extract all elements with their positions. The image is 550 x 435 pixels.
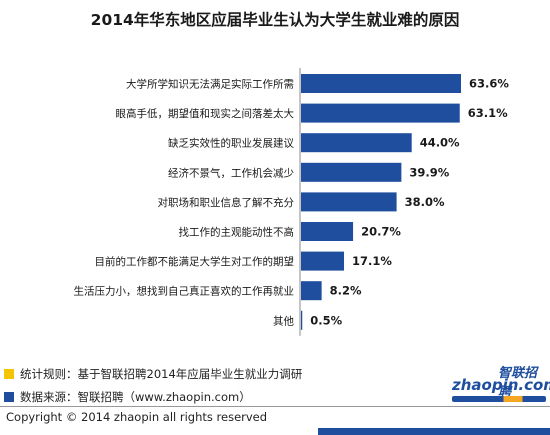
category-label-2: 眼高手低，期望值和现实之间落差太大 [116, 107, 295, 120]
value-label-2: 63.1% [468, 106, 508, 120]
value-label-1: 63.6% [469, 77, 509, 91]
category-label-5: 对职场和职业信息了解不充分 [158, 196, 295, 209]
value-label-5: 38.0% [405, 195, 445, 209]
bar-6 [301, 222, 354, 241]
bar-7 [301, 251, 345, 271]
category-label-6: 找工作的主观能动性不高 [179, 226, 295, 239]
value-label-4: 39.9% [409, 165, 449, 179]
notes: 统计规则：基于智联招聘2014年应届毕业生就业力调研 数据来源：智联招聘（www… [4, 366, 302, 412]
category-label-4: 经济不景气，工作机会减少 [168, 166, 294, 179]
zhaopin-logo: 智联招聘 zhaopin.com [452, 364, 550, 404]
data-source-note: 数据来源：智联招聘（www.zhaopin.com） [4, 389, 302, 405]
stat-rule-note: 统计规则：基于智联招聘2014年应届毕业生就业力调研 [4, 366, 302, 382]
bar-2 [301, 103, 460, 123]
bar-4 [301, 162, 402, 182]
value-label-6: 20.7% [361, 225, 401, 239]
value-label-3: 44.0% [420, 136, 460, 150]
bar-8 [301, 281, 322, 301]
blue-square-icon [4, 392, 14, 402]
yellow-square-icon [4, 369, 14, 379]
category-label-1: 大学所学知识无法满足实际工作所需 [126, 78, 294, 91]
category-label-7: 目前的工作都不能满足大学生对工作的期望 [95, 255, 295, 268]
stat-rule-text: 统计规则：基于智联招聘2014年应届毕业生就业力调研 [20, 367, 303, 381]
footer-divider [0, 406, 550, 407]
bar-5 [301, 192, 397, 212]
value-label-7: 17.1% [352, 254, 392, 268]
category-label-3: 缺乏实效性的职业发展建议 [168, 137, 294, 150]
bar-chart: 大学所学知识无法满足实际工作所需 63.6% 眼高手低，期望值和现实之间落差太大 63… [74, 68, 509, 336]
category-label-8: 生活压力小，想找到自己真正喜欢的工作再就业 [74, 285, 295, 298]
value-label-8: 8.2% [330, 284, 362, 298]
bar-1 [301, 74, 461, 93]
category-label-9: 其他 [273, 314, 294, 327]
logo-bar-icon [452, 396, 546, 402]
data-source-text: 数据来源：智联招聘（www.zhaopin.com） [20, 390, 251, 404]
bar-9 [301, 310, 303, 330]
bar-3 [301, 133, 412, 153]
value-label-9: 0.5% [310, 313, 342, 327]
chart-title: 2014年华东地区应届毕业生认为大学生就业难的原因 [90, 11, 460, 29]
logo-site-text: zhaopin.com [452, 376, 550, 394]
copyright-text: Copyright © 2014 zhaopin all rights rese… [6, 410, 268, 424]
footer-stripe [318, 428, 550, 435]
